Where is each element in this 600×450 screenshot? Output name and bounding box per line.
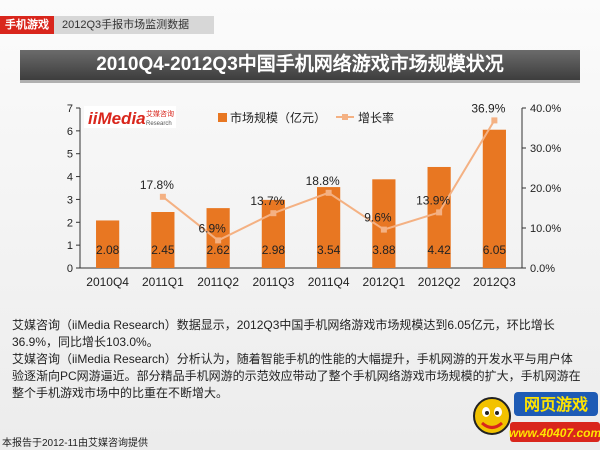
bar: [372, 179, 396, 268]
bar-value-label: 2.08: [96, 243, 120, 257]
legend-bar-label: 市场规模（亿元）: [230, 110, 326, 125]
bar: [96, 220, 120, 268]
x-tick-label: 2011Q4: [308, 275, 350, 289]
y-left-tick-label: 4: [67, 172, 73, 184]
logo-brand: iiMedia: [88, 109, 146, 128]
legend-line-marker: [342, 114, 348, 120]
y-right-tick-label: 10.0%: [530, 223, 561, 235]
iimedia-logo: iiMedia 艾媒咨询 Research: [84, 106, 176, 128]
description-paragraph-2: 艾媒咨询（iiMedia Research）分析认为，随着智能手机的性能的大幅提…: [12, 352, 581, 400]
bar-value-label: 3.54: [317, 243, 341, 257]
x-tick-label: 2012Q1: [363, 275, 406, 289]
legend-bar-swatch: [218, 113, 227, 122]
growth-value-label: 13.7%: [250, 194, 284, 208]
bar-value-label: 4.42: [427, 243, 451, 257]
y-right-tick-label: 30.0%: [530, 143, 561, 155]
bar: [427, 166, 451, 268]
y-right-tick-label: 20.0%: [530, 183, 561, 195]
growth-marker: [215, 237, 222, 244]
growth-marker: [325, 189, 332, 196]
x-tick-label: 2012Q2: [418, 275, 461, 289]
bar-value-label: 2.98: [262, 243, 286, 257]
y-left-tick-label: 5: [67, 149, 73, 161]
growth-marker: [159, 193, 166, 200]
y-left-tick-label: 0: [67, 263, 73, 275]
watermark-line2: www.40407.com: [509, 426, 600, 440]
header-bar: 手机游戏 2012Q3手报市场监测数据: [0, 16, 600, 34]
logo-cn: 艾媒咨询: [146, 109, 174, 118]
x-tick-label: 2011Q2: [197, 275, 239, 289]
bar: [317, 187, 341, 268]
growth-value-label: 18.8%: [306, 174, 340, 188]
y-right-tick-label: 40.0%: [530, 103, 561, 115]
y-left-tick-label: 1: [67, 240, 73, 252]
bar-value-label: 2.45: [151, 243, 175, 257]
page-title: 2010Q4-2012Q3中国手机网络游戏市场规模状况: [96, 54, 504, 75]
bar-value-label: 2.62: [206, 243, 230, 257]
watermark-logo: 网页游戏 www.40407.com: [473, 392, 600, 442]
y-right-tick-label: 0.0%: [530, 263, 555, 275]
watermark-line1: 网页游戏: [524, 395, 588, 414]
x-tick-label: 2011Q1: [142, 275, 184, 289]
logo-en: Research: [146, 121, 172, 127]
growth-marker: [491, 117, 498, 124]
category-tag: 手机游戏: [0, 16, 54, 34]
bar-value-label: 6.05: [483, 243, 507, 257]
chart-legend: 市场规模（亿元） 增长率: [218, 110, 394, 125]
growth-value-label: 9.6%: [364, 211, 392, 225]
footer-note: 本报告于2012-11由艾媒咨询提供: [2, 438, 148, 449]
bar: [151, 212, 175, 268]
market-size-chart: iiMedia 艾媒咨询 Research 市场规模（亿元） 增长率 0 1 2 3 4…: [67, 101, 562, 289]
growth-marker: [436, 209, 443, 216]
growth-value-label: 17.8%: [140, 178, 174, 192]
x-tick-label: 2010Q4: [86, 275, 129, 289]
x-tick-label: 2011Q3: [252, 275, 294, 289]
y-left-tick-label: 6: [67, 126, 73, 138]
y-left-tick-label: 3: [67, 194, 73, 206]
y-left-tick-label: 2: [67, 217, 73, 229]
bar: [482, 129, 506, 268]
y-left-tick-label: 7: [67, 103, 73, 115]
bar-value-label: 3.88: [372, 243, 396, 257]
growth-marker: [270, 210, 277, 217]
description-paragraph-1: 艾媒咨询（iiMedia Research）数据显示，2012Q3中国手机网络游…: [12, 318, 555, 349]
growth-value-label: 6.9%: [198, 221, 226, 235]
legend-line-label: 增长率: [358, 110, 394, 125]
description: 艾媒咨询（iiMedia Research）数据显示，2012Q3中国手机网络游…: [12, 317, 582, 402]
report-tag: 2012Q3手报市场监测数据: [54, 16, 214, 34]
growth-value-label: 13.9%: [416, 193, 450, 207]
growth-marker: [380, 226, 387, 233]
x-tick-label: 2012Q3: [473, 275, 516, 289]
title-bar: 2010Q4-2012Q3中国手机网络游戏市场规模状况: [20, 50, 580, 83]
growth-value-label: 36.9%: [471, 101, 505, 115]
